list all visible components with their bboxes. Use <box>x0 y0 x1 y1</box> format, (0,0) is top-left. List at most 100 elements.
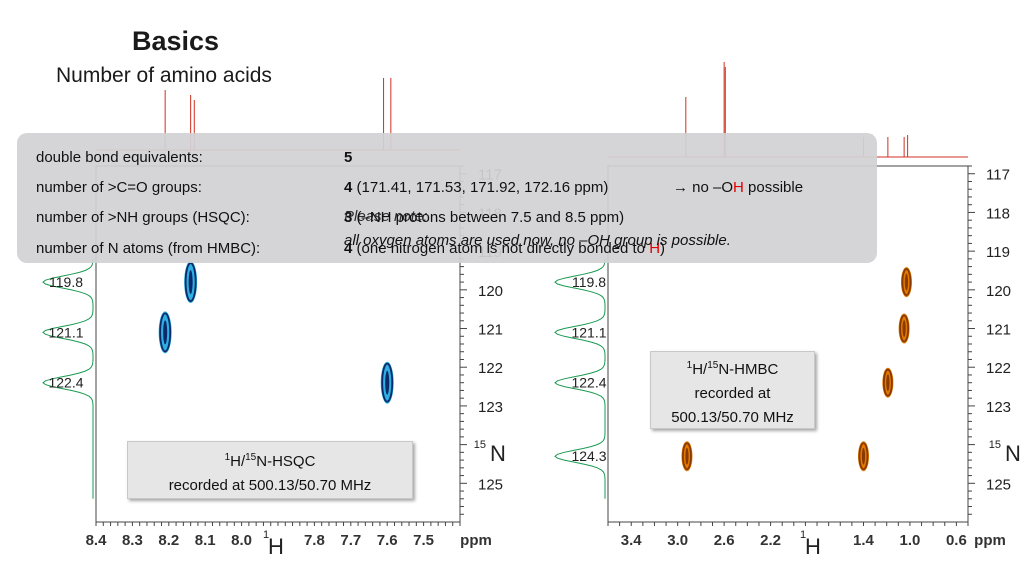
x-tick-label: 7.7 <box>340 532 361 549</box>
no-oh-post: possible <box>743 179 804 196</box>
y-tick-label: 123 <box>478 399 503 416</box>
hmbc-box-line3: 500.13/50.70 MHz <box>671 409 794 426</box>
oxygen-note: all oxygen atoms are used now, no –OH gr… <box>344 232 731 249</box>
f1-peak-label: 124.3 <box>571 448 606 464</box>
cross-peak <box>682 442 692 471</box>
y-tick-label: 122 <box>986 360 1011 377</box>
nh-groups-value-line: 3 (–NH protons between 7.5 and 8.5 ppm) <box>344 209 624 226</box>
y-tick-label: 117 <box>986 167 1010 184</box>
n-atoms-value-line: 4 (one nitrogen atom is not directly bon… <box>344 240 665 257</box>
hmbc-line1-pre: H/ <box>692 361 708 378</box>
x-nucleus-sup: 1 <box>263 529 269 541</box>
f1-peak-label: 119.8 <box>49 274 83 290</box>
f1-peak-label: 119.8 <box>572 274 606 290</box>
x-tick-label: 0.6 <box>946 532 967 549</box>
x-tick-label: 8.2 <box>158 532 179 549</box>
cross-peak <box>882 368 893 397</box>
x-tick-label: 2.2 <box>760 532 781 549</box>
slide-subtitle: Number of amino acids <box>56 64 272 87</box>
cross-peak-core <box>886 374 890 392</box>
nh-groups-value: 3 <box>344 209 353 226</box>
hsqc-info-box: 1H/15N-HSQC recorded at 500.13/50.70 MHz <box>127 441 413 499</box>
cross-peak-core <box>861 447 866 465</box>
x-tick-label: 7.5 <box>413 532 434 549</box>
x-tick-label: 8.0 <box>231 532 252 549</box>
f1-projection-trace <box>554 258 606 499</box>
y-nucleus-label: N <box>490 441 506 466</box>
x-tick-label: 3.0 <box>667 532 688 549</box>
please-note: Please note: <box>344 208 428 225</box>
y-tick-label: 121 <box>986 322 1011 339</box>
x-nucleus-label: H <box>268 534 284 559</box>
hmbc-box-line1: 1H/15N-HMBC <box>651 354 814 382</box>
y-tick-label: 125 <box>986 476 1011 493</box>
info-overlay: double bond equivalents: 5 number of >C=… <box>17 133 877 263</box>
y-tick-label: 123 <box>986 399 1011 416</box>
cross-peak <box>159 312 172 353</box>
x-nucleus-sup: 1 <box>800 529 806 541</box>
f1-peak-label: 121.1 <box>571 324 606 340</box>
f1-peak-label: 122.4 <box>48 375 83 391</box>
f1-projection-trace <box>42 258 94 499</box>
hmbc-line1-post: N-HMBC <box>718 361 779 378</box>
hmbc-sup-n: 15 <box>707 360 719 371</box>
f1-peak-label: 122.4 <box>571 375 606 391</box>
x-tick-label: 8.4 <box>86 532 108 549</box>
hsqc-box-line1: 1H/15N-HSQC <box>128 446 412 474</box>
no-oh-h: H <box>733 179 744 196</box>
no-oh-pre: → no –O <box>673 179 734 196</box>
co-groups-note: (171.41, 171.53, 171.92, 172.16 ppm) <box>356 179 609 196</box>
dbe-label: double bond equivalents: <box>36 149 203 166</box>
x-tick-label: 2.6 <box>714 532 735 549</box>
cross-peak-core <box>904 273 909 291</box>
cross-peak <box>899 314 910 343</box>
x-tick-label: 1.4 <box>853 532 875 549</box>
n-atoms-note-end: ) <box>660 240 666 257</box>
n-atoms-note: (one nitrogen atom is not directly bonde… <box>356 240 650 257</box>
hsqc-sup-n: 15 <box>245 452 257 463</box>
x-tick-label: 3.4 <box>621 532 643 549</box>
hsqc-sup-h: 1 <box>224 452 231 463</box>
hsqc-box-line2: recorded at 500.13/50.70 MHz <box>168 477 372 494</box>
cross-peak <box>858 442 869 471</box>
y-tick-label: 122 <box>478 360 503 377</box>
n-atoms-value: 4 <box>344 240 353 257</box>
y-tick-label: 121 <box>478 322 503 339</box>
hsqc-line1-post: N-HSQC <box>256 453 316 470</box>
hmbc-info-box: 1H/15N-HMBC recorded at 500.13/50.70 MHz <box>650 351 815 429</box>
cross-peak <box>184 262 197 302</box>
cross-peak-core <box>685 447 689 465</box>
x-tick-label: 8.1 <box>195 532 216 549</box>
y-tick-label: 119 <box>986 244 1010 261</box>
n-atoms-label: number of N atoms (from HMBC): <box>36 240 261 257</box>
slide-title: Basics <box>132 26 220 56</box>
dbe-value: 5 <box>344 149 353 166</box>
nh-groups-note: (–NH protons between 7.5 and 8.5 ppm) <box>356 209 625 226</box>
y-tick-label: 125 <box>478 476 503 493</box>
cross-peak <box>381 362 394 403</box>
x-nucleus-label: H <box>805 534 821 559</box>
x-tick-label: 7.8 <box>304 532 325 549</box>
hmbc-sup-h: 1 <box>686 360 693 371</box>
cross-peak <box>901 268 912 296</box>
y-tick-label: 120 <box>478 283 503 300</box>
y-nucleus-sup: 15 <box>989 439 1001 451</box>
y-tick-label: 118 <box>986 205 1010 222</box>
x-unit-label: ppm <box>974 532 1006 549</box>
nh-groups-label: number of >NH groups (HSQC): <box>36 209 250 226</box>
co-groups-value: 4 <box>344 179 353 196</box>
hsqc-line1-pre: H/ <box>230 453 246 470</box>
co-groups-value-line: 4 (171.41, 171.53, 171.92, 172.16 ppm) <box>344 179 608 196</box>
x-tick-label: 8.3 <box>122 532 143 549</box>
co-groups-label: number of >C=O groups: <box>36 179 202 196</box>
n-atoms-note-h: H <box>649 240 661 257</box>
hmbc-box-line2: recorded at <box>694 385 771 402</box>
cross-peak-core <box>385 370 390 395</box>
y-nucleus-label: N <box>1005 441 1021 466</box>
cross-peak-core <box>188 270 193 295</box>
x-unit-label: ppm <box>460 532 492 549</box>
y-tick-label: 120 <box>986 283 1011 300</box>
cross-peak-core <box>163 320 168 345</box>
f1-peak-label: 121.1 <box>48 324 83 340</box>
